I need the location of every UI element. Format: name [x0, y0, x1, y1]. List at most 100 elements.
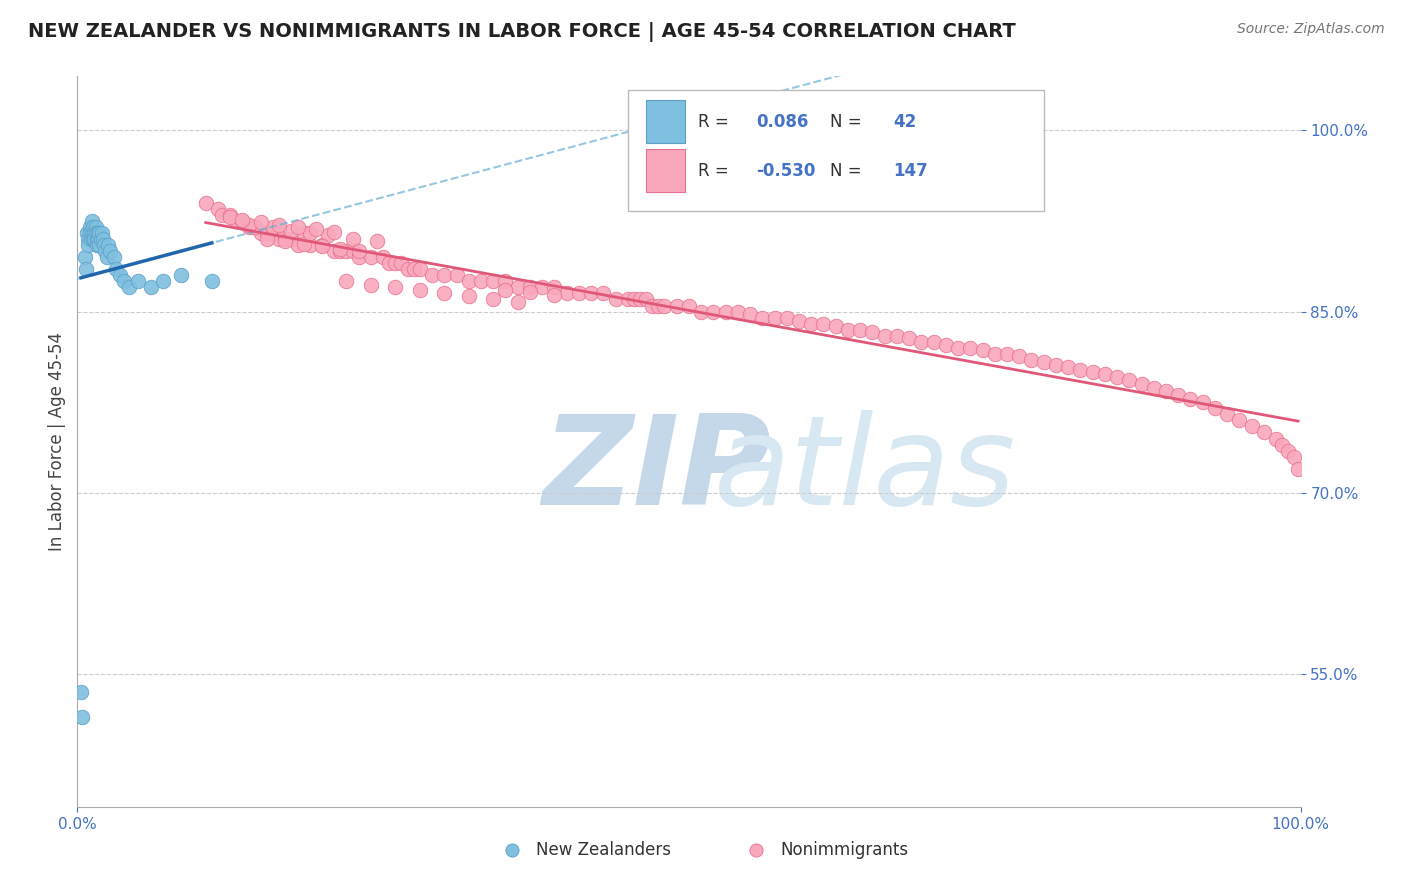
Point — [1216, 408, 1239, 422]
Point — [103, 250, 125, 264]
Point — [83, 232, 105, 246]
Point — [1284, 450, 1306, 464]
Point — [89, 226, 111, 240]
Point — [112, 274, 135, 288]
Point — [87, 232, 110, 246]
Point — [238, 218, 260, 232]
Point — [714, 304, 737, 318]
Point — [305, 222, 328, 236]
Point — [152, 274, 174, 288]
Point — [1069, 362, 1091, 376]
Point — [98, 244, 121, 259]
Point — [813, 317, 835, 331]
Point — [287, 219, 309, 234]
FancyBboxPatch shape — [647, 149, 685, 193]
Point — [80, 226, 103, 240]
Point — [256, 232, 278, 246]
Point — [605, 293, 627, 307]
Point — [238, 219, 260, 234]
Point — [543, 287, 565, 301]
Point — [1032, 355, 1054, 369]
Point — [105, 262, 128, 277]
Point — [87, 226, 110, 240]
Point — [96, 250, 118, 264]
Point — [628, 293, 651, 307]
Point — [1240, 419, 1263, 434]
Point — [1265, 432, 1288, 446]
Point — [360, 277, 382, 292]
Point — [1253, 425, 1275, 440]
Point — [73, 250, 96, 264]
Point — [623, 293, 645, 307]
Point — [311, 239, 333, 253]
Point — [446, 268, 468, 283]
Point — [225, 214, 247, 228]
Point — [641, 299, 664, 313]
Point — [862, 325, 884, 339]
Point — [118, 280, 141, 294]
Point — [89, 238, 111, 252]
Point — [139, 280, 162, 294]
Point — [409, 283, 432, 297]
Point — [378, 256, 401, 270]
Point — [75, 262, 97, 277]
Point — [972, 343, 994, 358]
Point — [506, 280, 529, 294]
Point — [243, 219, 266, 234]
Point — [84, 219, 107, 234]
Point — [740, 307, 762, 321]
Point — [292, 236, 315, 251]
Point — [824, 319, 846, 334]
Point — [316, 228, 339, 243]
Point — [898, 331, 921, 345]
Point — [1045, 358, 1067, 372]
Point — [727, 304, 749, 318]
Point — [323, 225, 346, 239]
Point — [1130, 377, 1153, 392]
Point — [1180, 392, 1202, 406]
Text: 0.086: 0.086 — [756, 113, 808, 131]
Point — [409, 262, 432, 277]
Point — [82, 232, 104, 246]
Point — [211, 208, 233, 222]
Point — [1094, 368, 1116, 382]
Point — [298, 226, 321, 240]
Point — [495, 274, 517, 288]
Point — [70, 709, 93, 723]
Point — [80, 232, 103, 246]
Point — [231, 212, 253, 227]
Point — [77, 232, 100, 246]
Point — [80, 214, 103, 228]
Text: ZIP: ZIP — [543, 410, 770, 532]
Point — [1271, 437, 1294, 451]
Point — [287, 238, 309, 252]
Point — [420, 268, 443, 283]
Point — [763, 310, 786, 325]
Point — [311, 238, 333, 252]
Point — [1118, 374, 1140, 388]
Point — [347, 244, 370, 259]
Point — [79, 226, 101, 240]
Point — [274, 235, 297, 249]
Point — [519, 280, 541, 294]
Point — [70, 685, 93, 699]
Point — [751, 310, 773, 325]
Point — [360, 250, 382, 264]
Text: 147: 147 — [893, 162, 928, 180]
Point — [837, 323, 859, 337]
Point — [482, 293, 505, 307]
Point — [170, 268, 193, 283]
Point — [506, 294, 529, 309]
Point — [77, 238, 100, 252]
Text: Nonimmigrants: Nonimmigrants — [780, 840, 908, 859]
Point — [250, 215, 273, 229]
Point — [82, 219, 104, 234]
Text: N =: N = — [830, 113, 872, 131]
Point — [457, 289, 479, 303]
Point — [935, 338, 957, 352]
Point — [329, 244, 352, 259]
Point — [519, 285, 541, 300]
Point — [347, 250, 370, 264]
Point — [636, 293, 658, 307]
Point — [1154, 384, 1177, 399]
